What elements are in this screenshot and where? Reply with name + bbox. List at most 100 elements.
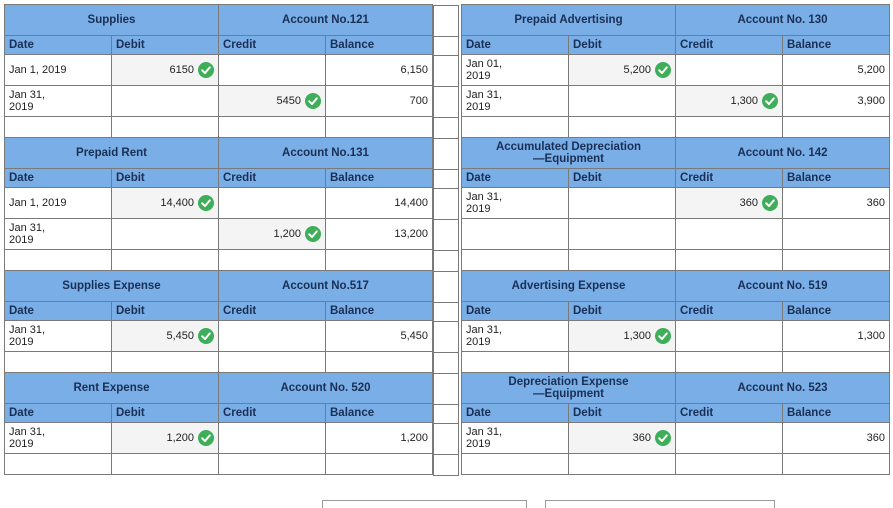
spacer-cell (568, 453, 676, 475)
debit-cell[interactable] (568, 187, 676, 219)
column-header-row: Date Debit Credit Balance (4, 35, 434, 55)
header-date: Date (461, 301, 569, 321)
ledger-row: Jan 1, 2019 14,400 14,400 (4, 187, 434, 219)
balance-cell[interactable]: 360 (781, 422, 891, 454)
header-balance: Balance (324, 403, 434, 423)
ledger-row: Jan 31, 2019 5,450 5,450 (4, 320, 434, 352)
spacer-segment (433, 301, 459, 322)
account-title-row: Accumulated Depreciation —Equipment Accou… (461, 137, 891, 169)
balance-cell[interactable]: 6,150 (324, 54, 434, 86)
debit-cell[interactable] (568, 218, 676, 250)
spacer-cell (111, 116, 219, 138)
spacer-segment (433, 351, 459, 374)
spacer-segment (433, 453, 459, 476)
spacer-cell (111, 453, 219, 475)
check-circle-icon (762, 195, 778, 211)
account-number: Account No.121 (217, 4, 434, 36)
date-cell[interactable]: Jan 31, 2019 (461, 85, 569, 117)
spacer-row (461, 453, 891, 475)
credit-cell[interactable] (218, 187, 326, 219)
spacer-row (4, 351, 434, 373)
date-cell[interactable]: Jan 31, 2019 (461, 320, 569, 352)
check-circle-icon (762, 93, 778, 109)
spacer-cell (568, 116, 676, 138)
balance-cell[interactable]: 3,900 (781, 85, 891, 117)
spacer-cell (324, 351, 434, 373)
credit-cell[interactable]: 1,200 (218, 218, 326, 250)
spacer-segment (433, 116, 459, 139)
credit-cell[interactable]: 360 (675, 187, 783, 219)
credit-cell[interactable] (218, 54, 326, 86)
date-cell[interactable]: Jan 1, 2019 (4, 54, 112, 86)
balance-cell[interactable]: 14,400 (324, 187, 434, 219)
balance-cell[interactable]: 1,300 (781, 320, 891, 352)
date-cell[interactable]: Jan 1, 2019 (4, 187, 112, 219)
credit-cell[interactable] (218, 422, 326, 454)
header-debit: Debit (111, 301, 219, 321)
credit-value: 1,300 (730, 95, 758, 107)
account-title-row: Depreciation Expense —Equipment Account N… (461, 372, 891, 404)
date-cell[interactable]: Jan 01, 2019 (461, 54, 569, 86)
date-cell[interactable]: Jan 31, 2019 (4, 422, 112, 454)
credit-cell[interactable]: 1,300 (675, 85, 783, 117)
header-credit: Credit (218, 168, 326, 188)
date-cell[interactable]: Jan 31, 2019 (4, 218, 112, 250)
debit-cell[interactable]: 1,200 (111, 422, 219, 454)
account-number: Account No. 130 (674, 4, 891, 36)
date-cell[interactable]: Jan 31, 2019 (4, 85, 112, 117)
balance-cell[interactable]: 5,450 (324, 320, 434, 352)
debit-value: 5,200 (623, 64, 651, 76)
check-circle-icon (655, 62, 671, 78)
debit-cell[interactable]: 5,450 (111, 320, 219, 352)
debit-cell[interactable]: 14,400 (111, 187, 219, 219)
ledger-row: Jan 31, 2019 360 360 (461, 422, 891, 454)
account-number: Account No. 519 (674, 270, 891, 302)
column-header-row: Date Debit Credit Balance (461, 168, 891, 188)
debit-cell[interactable]: 5,200 (568, 54, 676, 86)
credit-cell[interactable] (218, 320, 326, 352)
spacer-segment (433, 85, 459, 118)
balance-cell[interactable]: 13,200 (324, 218, 434, 250)
balance-cell[interactable] (781, 218, 891, 250)
debit-cell[interactable] (568, 85, 676, 117)
header-debit: Debit (111, 168, 219, 188)
date-cell[interactable]: Jan 31, 2019 (461, 187, 569, 219)
spacer-row (4, 116, 434, 138)
left-ledgers: Supplies Account No.121 Date Debit Credit Bal… (4, 4, 434, 475)
spacer-cell (675, 249, 783, 271)
credit-cell[interactable] (675, 54, 783, 86)
column-header-row: Date Debit Credit Balance (461, 301, 891, 321)
debit-cell[interactable]: 6150 (111, 54, 219, 86)
header-debit: Debit (568, 301, 676, 321)
account-title-row: Supplies Account No.121 (4, 4, 434, 36)
spacer-segment (433, 249, 459, 272)
debit-cell[interactable]: 1,300 (568, 320, 676, 352)
debit-cell[interactable] (111, 85, 219, 117)
debit-cell[interactable] (111, 218, 219, 250)
header-credit: Credit (218, 403, 326, 423)
answer-input-2[interactable] (545, 500, 775, 508)
date-cell[interactable] (461, 218, 569, 250)
credit-cell[interactable] (675, 320, 783, 352)
header-date: Date (4, 301, 112, 321)
debit-value: 6150 (169, 64, 194, 76)
account-number: Account No. 142 (674, 137, 891, 169)
credit-cell[interactable] (675, 422, 783, 454)
header-credit: Credit (675, 168, 783, 188)
debit-cell[interactable]: 360 (568, 422, 676, 454)
credit-cell[interactable] (675, 218, 783, 250)
balance-cell[interactable]: 5,200 (781, 54, 891, 86)
debit-value: 5,450 (166, 330, 194, 342)
header-balance: Balance (781, 168, 891, 188)
date-cell[interactable]: Jan 31, 2019 (461, 422, 569, 454)
credit-cell[interactable]: 5450 (218, 85, 326, 117)
balance-cell[interactable]: 360 (781, 187, 891, 219)
balance-cell[interactable]: 1,200 (324, 422, 434, 454)
date-cell[interactable]: Jan 31, 2019 (4, 320, 112, 352)
spacer-row (4, 453, 434, 475)
credit-value-wrap: 360 (680, 195, 778, 211)
answer-input-1[interactable] (322, 500, 527, 508)
spacer-cell (218, 116, 326, 138)
balance-cell[interactable]: 700 (324, 85, 434, 117)
spacer-cell (111, 249, 219, 271)
